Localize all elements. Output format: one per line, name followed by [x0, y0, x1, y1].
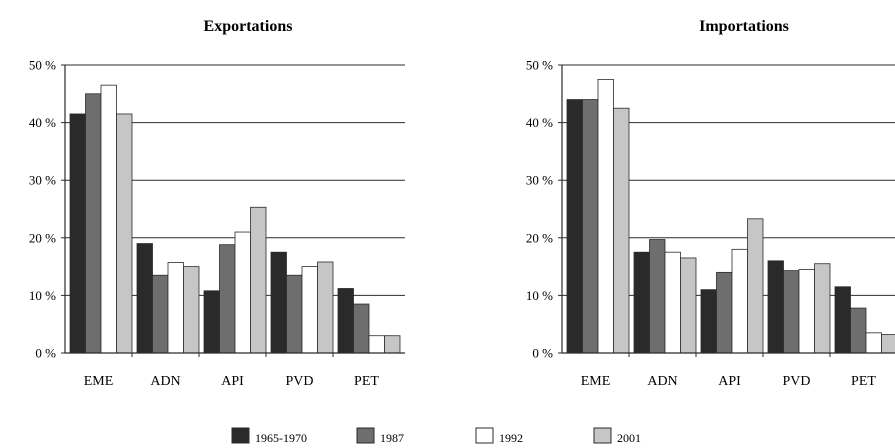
bar-pvd-1992 [798, 269, 815, 354]
x-tick-label: ADN [647, 374, 677, 389]
x-tick-label: API [718, 374, 741, 389]
y-tick-label: 20 % [526, 230, 553, 245]
y-tick-label: 10 % [29, 288, 56, 303]
bar-pet-1992 [865, 332, 882, 354]
y-tick-label: 0 % [35, 346, 56, 361]
legend-label: 1987 [380, 431, 404, 445]
importations-chart: Importations 0 % 10 % 20 % 30 % 40 % 50 % EME AD… [526, 18, 895, 389]
bar-pet-2001 [881, 334, 895, 354]
bar-eme-1987 [85, 93, 102, 354]
y-tick-label: 30 % [526, 173, 553, 188]
y-tick-label: 20 % [29, 230, 56, 245]
x-tick-label: EME [84, 374, 114, 389]
bar-api-1987 [219, 244, 236, 354]
bar-api-1992 [234, 231, 251, 354]
bar-pvd-2001 [814, 263, 831, 354]
y-tick-label: 30 % [29, 173, 56, 188]
chart-title: Importations [699, 18, 789, 35]
bar-pvd-1987 [783, 270, 800, 354]
x-tick-label: ADN [150, 374, 180, 389]
legend-label: 2001 [617, 431, 641, 445]
bar-adn-1965-1970 [633, 251, 650, 354]
bar-pet-1987 [850, 307, 867, 354]
bar-pvd-1965-1970 [270, 251, 287, 354]
bar-pet-1965-1970 [337, 288, 354, 354]
legend-swatch [475, 427, 494, 444]
bar-pvd-1965-1970 [767, 260, 784, 354]
bar-pet-1992 [368, 335, 385, 354]
y-tick-label: 0 % [532, 346, 553, 361]
bar-adn-2001 [183, 266, 200, 354]
bar-pvd-2001 [317, 261, 334, 354]
x-tick-label: EME [581, 374, 611, 389]
bar-api-1987 [716, 271, 733, 354]
bar-api-2001 [747, 218, 764, 354]
bar-pvd-1992 [301, 266, 318, 354]
bar-eme-1992 [100, 84, 117, 354]
bar-pet-1965-1970 [834, 286, 851, 354]
x-tick-label: PET [354, 374, 379, 389]
bar-eme-2001 [116, 113, 133, 354]
x-tick-label: PVD [285, 374, 313, 389]
bar-adn-1987 [649, 239, 666, 354]
legend-swatch [231, 427, 250, 444]
bar-eme-1965-1970 [566, 99, 583, 354]
bar-api-1965-1970 [700, 289, 717, 354]
y-tick-label: 40 % [526, 115, 553, 130]
bar-eme-1992 [597, 79, 614, 354]
y-tick-label: 50 % [526, 58, 553, 73]
bar-pet-1987 [353, 303, 370, 354]
bar-adn-1987 [152, 274, 169, 354]
bar-adn-1992 [167, 262, 184, 354]
bar-adn-1965-1970 [136, 243, 153, 354]
legend-label: 1965-1970 [255, 431, 307, 445]
y-tick-label: 10 % [526, 288, 553, 303]
chart-title: Exportations [204, 18, 293, 35]
legend-swatch [356, 427, 375, 444]
y-tick-label: 50 % [29, 58, 56, 73]
bar-api-2001 [250, 206, 267, 354]
legend-label: 1992 [499, 431, 523, 445]
x-tick-label: PVD [782, 374, 810, 389]
bar-adn-2001 [680, 257, 697, 354]
bar-adn-1992 [664, 251, 681, 354]
bar-eme-2001 [613, 107, 630, 354]
bar-eme-1965-1970 [69, 113, 86, 354]
bar-pvd-1987 [286, 274, 303, 354]
legend: 1965-1970 1987 1992 2001 [231, 427, 641, 445]
bar-api-1992 [731, 248, 748, 354]
bar-pet-2001 [384, 335, 401, 354]
bar-api-1965-1970 [203, 290, 220, 354]
bar-eme-1987 [582, 99, 599, 354]
y-tick-label: 40 % [29, 115, 56, 130]
x-tick-label: API [221, 374, 244, 389]
legend-swatch [593, 427, 612, 444]
x-tick-label: PET [851, 374, 876, 389]
exportations-chart: Exportations 0 % 10 % 20 % 30 % 40 % 50 % EME AD… [29, 18, 405, 389]
